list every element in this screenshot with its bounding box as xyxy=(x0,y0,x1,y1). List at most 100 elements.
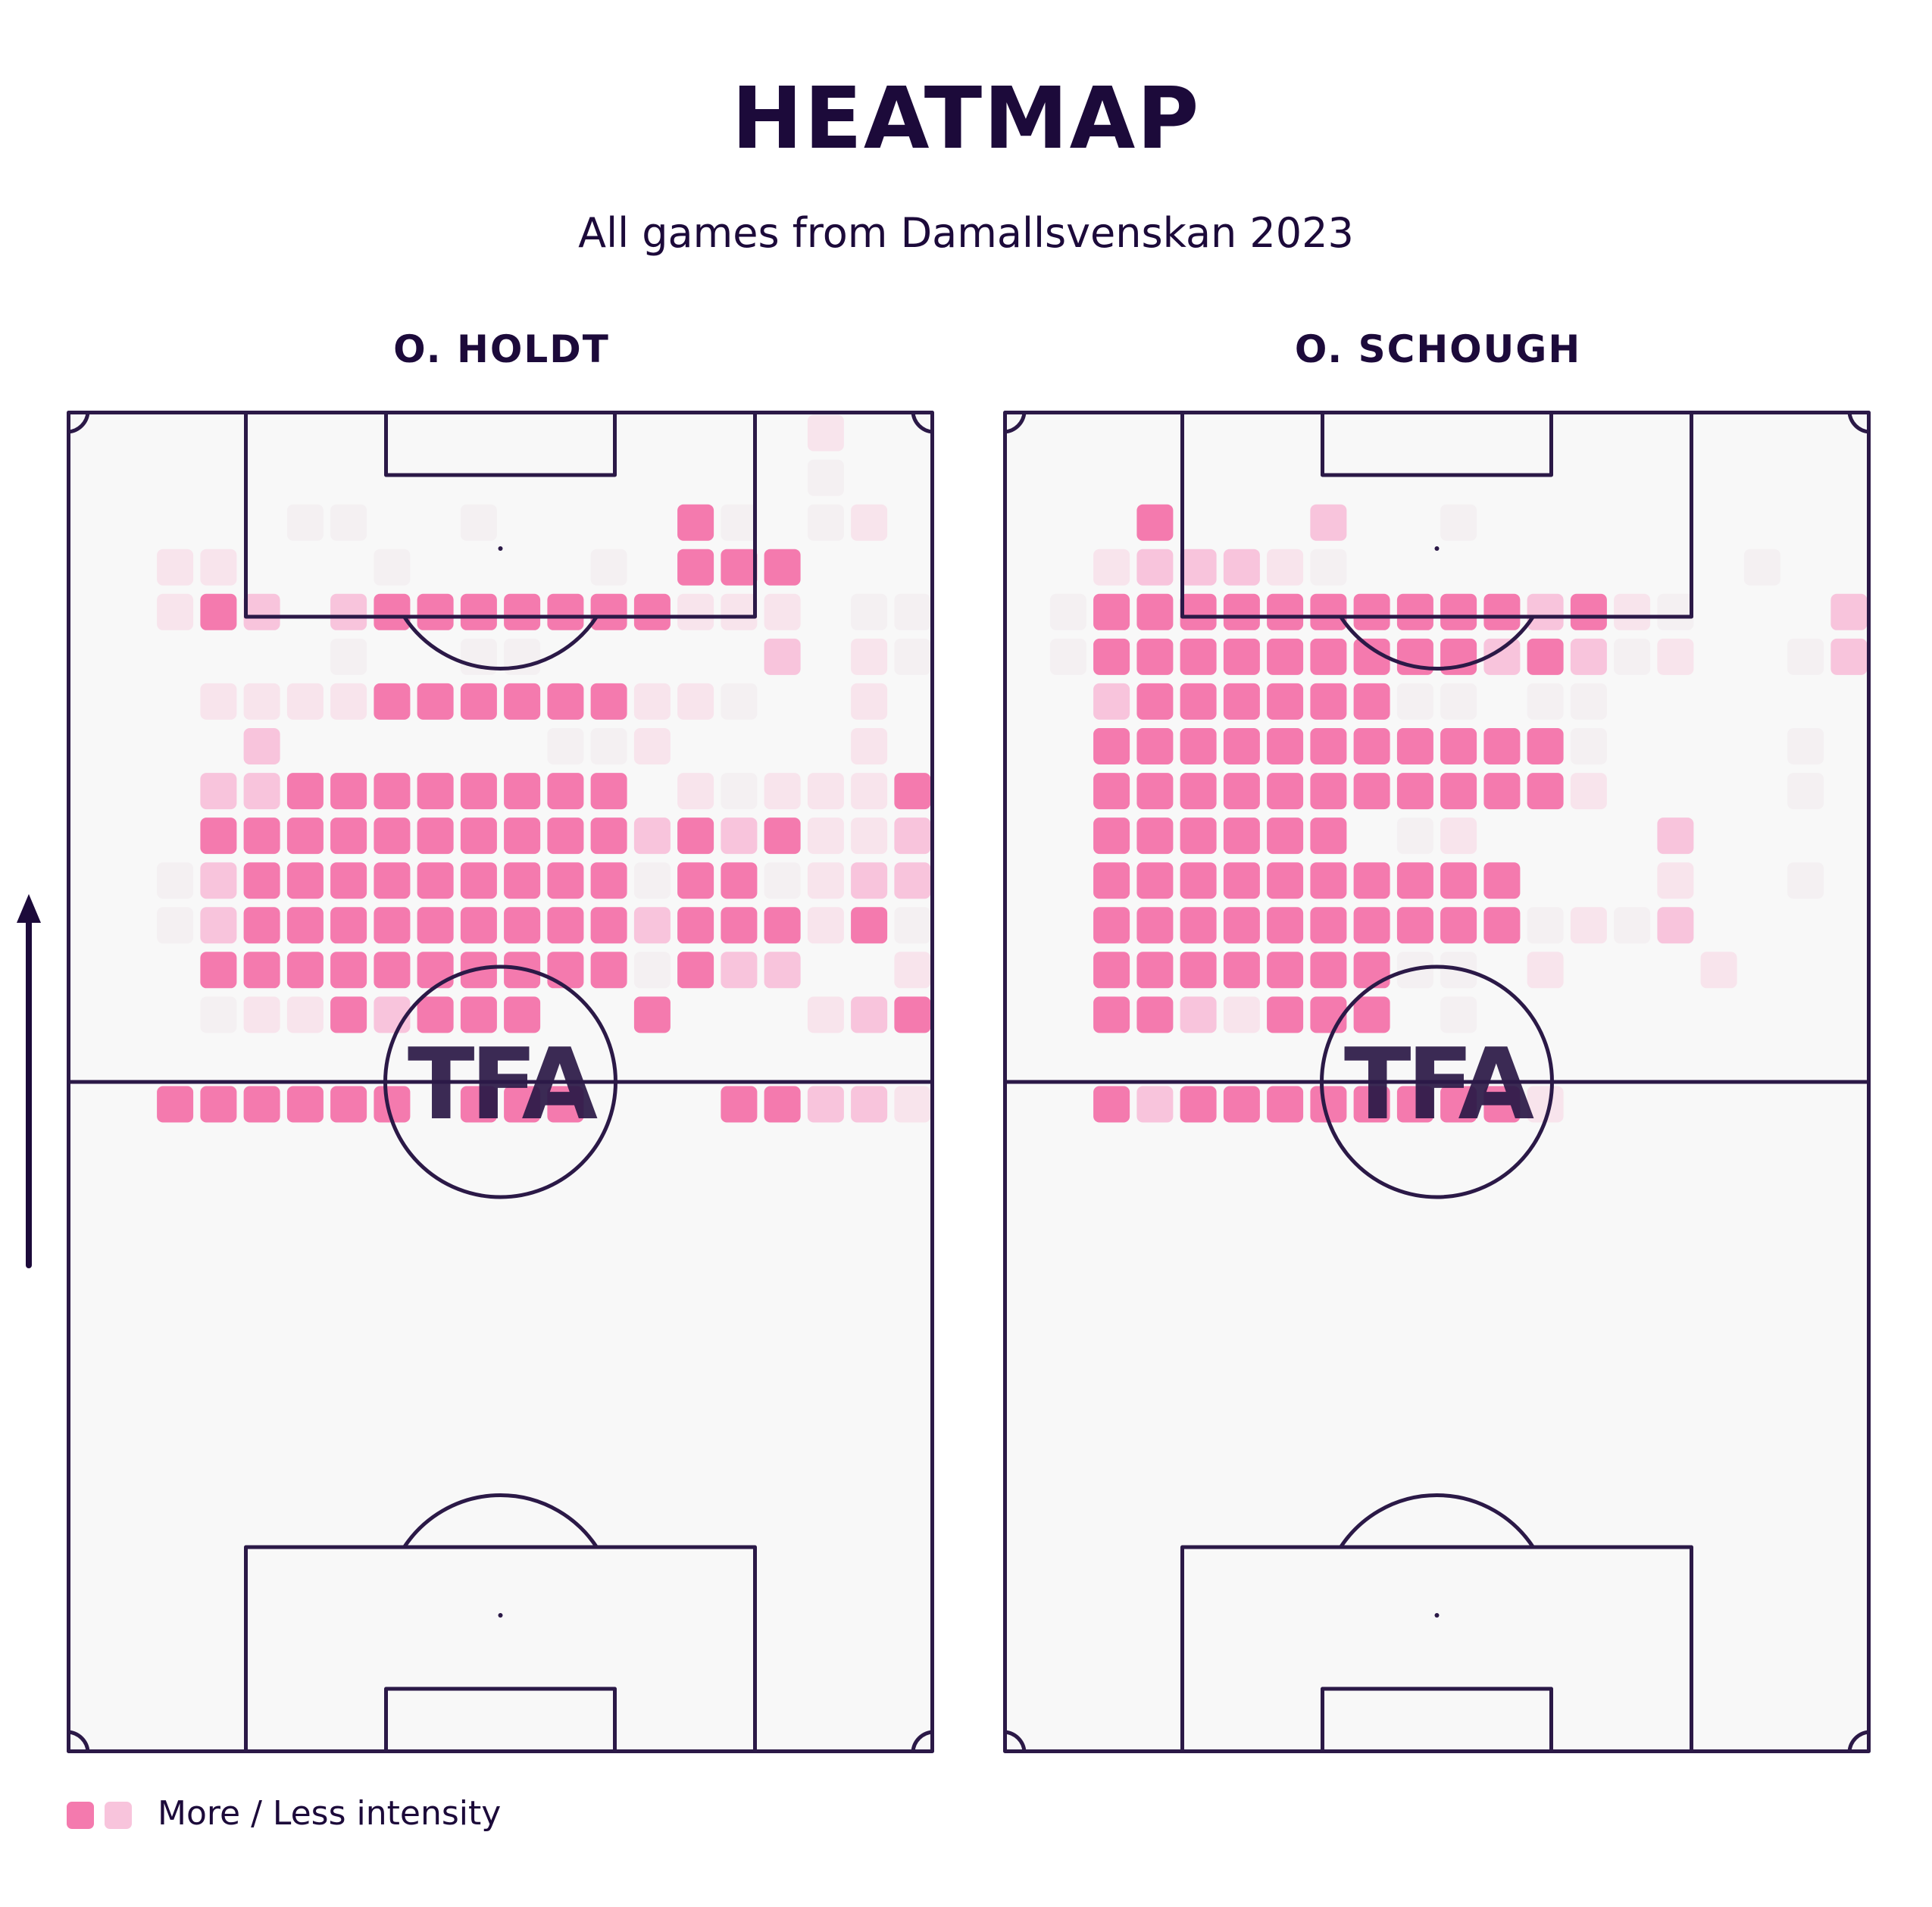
heatmap-cell xyxy=(504,773,541,810)
heatmap-cell xyxy=(547,862,584,899)
heatmap-cell xyxy=(1267,862,1304,899)
heatmap-cell xyxy=(243,862,280,899)
heatmap-cell xyxy=(764,907,801,944)
corner-arc xyxy=(1847,411,1870,434)
corner-arc xyxy=(67,411,90,434)
heatmap-cell xyxy=(460,907,497,944)
heatmap-cell xyxy=(286,683,324,720)
heatmap-cell xyxy=(504,907,541,944)
heatmap-cell xyxy=(1267,996,1304,1033)
heatmap-cell xyxy=(721,504,758,541)
heatmap-cell xyxy=(1093,638,1130,675)
heatmap-cell xyxy=(764,773,801,810)
heatmap-cell xyxy=(1483,1086,1521,1123)
heatmap-cell xyxy=(590,683,627,720)
heatmap-cell xyxy=(677,504,714,541)
heatmap-cell xyxy=(243,907,280,944)
heatmap-cell xyxy=(1223,952,1260,989)
heatmap-cell xyxy=(1396,728,1433,764)
heatmap-cell xyxy=(1136,504,1174,541)
heatmap-cell xyxy=(677,907,714,944)
heatmap-cell xyxy=(764,952,801,989)
pitch-markings xyxy=(1003,411,1871,1753)
heatmap-cell xyxy=(1527,728,1564,764)
heatmap-cell xyxy=(677,818,714,855)
heatmap-cell xyxy=(1136,549,1174,586)
heatmap-cell xyxy=(851,773,888,810)
heatmap-cell xyxy=(1093,952,1130,989)
heatmap-cell xyxy=(1180,907,1217,944)
heatmap-cell xyxy=(1570,683,1607,720)
heatmap-cell xyxy=(1353,952,1390,989)
heatmap-cell xyxy=(894,996,931,1033)
heatmap-cell xyxy=(590,773,627,810)
heatmap-cell xyxy=(374,862,411,899)
heatmap-cell xyxy=(894,773,931,810)
heatmap-cell xyxy=(1353,773,1390,810)
heatmap-cell xyxy=(1223,593,1260,630)
heatmap-cell xyxy=(243,773,280,810)
attack-direction-arrow xyxy=(17,894,41,1268)
heatmap-cell xyxy=(460,862,497,899)
heatmap-cell xyxy=(460,1086,497,1123)
heatmap-cell xyxy=(1223,728,1260,764)
heatmap-cell xyxy=(200,683,237,720)
heatmap-cell xyxy=(1267,773,1304,810)
heatmap-cell xyxy=(157,862,194,899)
heatmap-cell xyxy=(1353,996,1390,1033)
heatmap-cell xyxy=(547,952,584,989)
heatmap-cell xyxy=(764,638,801,675)
heatmap-cell xyxy=(286,1086,324,1123)
heatmap-cell xyxy=(547,907,584,944)
heatmap-cell xyxy=(590,593,627,630)
heatmap-cell xyxy=(1223,907,1260,944)
heatmap-cell xyxy=(851,504,888,541)
heatmap-cell xyxy=(1483,593,1521,630)
penalty-spot xyxy=(498,1613,503,1618)
heatmap-cell xyxy=(1787,862,1824,899)
heatmap-cell xyxy=(1440,907,1477,944)
heatmap-cell xyxy=(1267,1086,1304,1123)
heatmap-cell xyxy=(1570,728,1607,764)
legend-more-swatch xyxy=(67,1802,94,1829)
heatmap-cell xyxy=(1440,818,1477,855)
heatmap-cell xyxy=(1527,952,1564,989)
heatmap-cell xyxy=(1483,773,1521,810)
heatmap-cell xyxy=(1180,728,1217,764)
heatmap-cell xyxy=(894,907,931,944)
corner-arc xyxy=(911,411,933,434)
heatmap-cell xyxy=(1267,549,1304,586)
heatmap-cell xyxy=(1527,773,1564,810)
heatmap-cell xyxy=(1657,907,1694,944)
heatmap-cell xyxy=(1527,638,1564,675)
heatmap-cell xyxy=(1136,907,1174,944)
chart-title: HEATMAP xyxy=(731,70,1201,168)
heatmap-cell xyxy=(200,952,237,989)
penalty-arc-top xyxy=(402,615,599,671)
heatmap-cell xyxy=(1310,638,1347,675)
heatmap-cell xyxy=(677,773,714,810)
heatmap-cell xyxy=(1440,862,1477,899)
heatmap-cell xyxy=(1657,593,1694,630)
heatmap-cell xyxy=(200,773,237,810)
heatmap-cell xyxy=(1223,773,1260,810)
goal-area-bottom xyxy=(384,1687,617,1752)
heatmap-cell xyxy=(547,683,584,720)
heatmap-cell xyxy=(1787,773,1824,810)
penalty-area-top xyxy=(1180,412,1693,619)
heatmap-cell xyxy=(547,593,584,630)
heatmap-cell xyxy=(1136,818,1174,855)
heatmap-cell xyxy=(200,593,237,630)
heatmap-cell xyxy=(1180,818,1217,855)
heatmap-cell xyxy=(633,907,671,944)
heatmap-cell xyxy=(1180,1086,1217,1123)
player-name-left: O. HOLDT xyxy=(393,327,610,371)
corner-arc xyxy=(911,1730,933,1752)
heatmap-cell xyxy=(1700,952,1737,989)
heatmap-cell xyxy=(1440,593,1477,630)
heatmap-cell xyxy=(1396,818,1433,855)
heatmap-cell xyxy=(590,907,627,944)
heatmap-cell xyxy=(243,952,280,989)
heatmap-cell xyxy=(157,593,194,630)
heatmap-cell xyxy=(460,593,497,630)
